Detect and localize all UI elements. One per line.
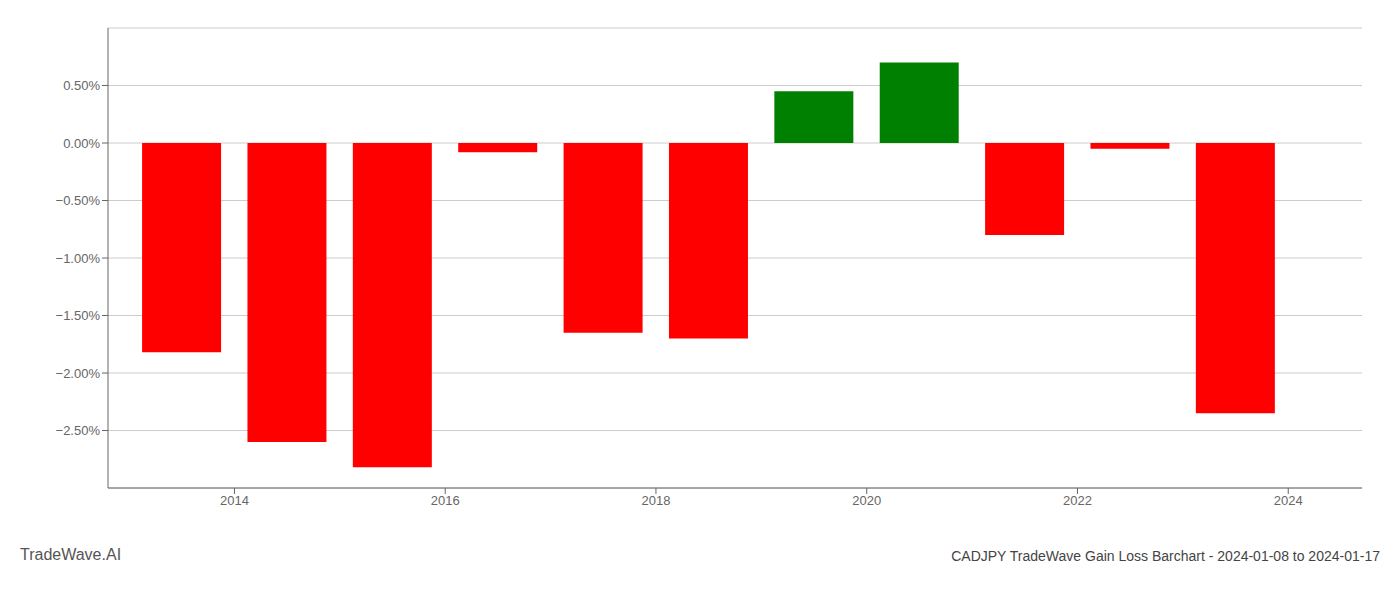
svg-text:−0.50%: −0.50%: [56, 193, 101, 208]
svg-text:2024: 2024: [1274, 493, 1303, 508]
svg-text:2018: 2018: [642, 493, 671, 508]
svg-text:−2.50%: −2.50%: [56, 423, 101, 438]
html-text:CADJPY TradeWave Gain Loss Bar: CADJPY TradeWave Gain Loss Barchart - 20…: [951, 548, 1380, 564]
svg-text:0.50%: 0.50%: [63, 78, 100, 93]
svg-text:2020: 2020: [852, 493, 881, 508]
svg-text:−1.50%: −1.50%: [56, 308, 101, 323]
svg-text:−2.00%: −2.00%: [56, 366, 101, 381]
svg-text:2016: 2016: [431, 493, 460, 508]
html-text:TradeWave.AI: TradeWave.AI: [20, 546, 122, 563]
svg-text:2022: 2022: [1063, 493, 1092, 508]
svg-text:2014: 2014: [220, 493, 249, 508]
svg-text:−1.00%: −1.00%: [56, 251, 101, 266]
svg-text:0.00%: 0.00%: [63, 136, 100, 151]
